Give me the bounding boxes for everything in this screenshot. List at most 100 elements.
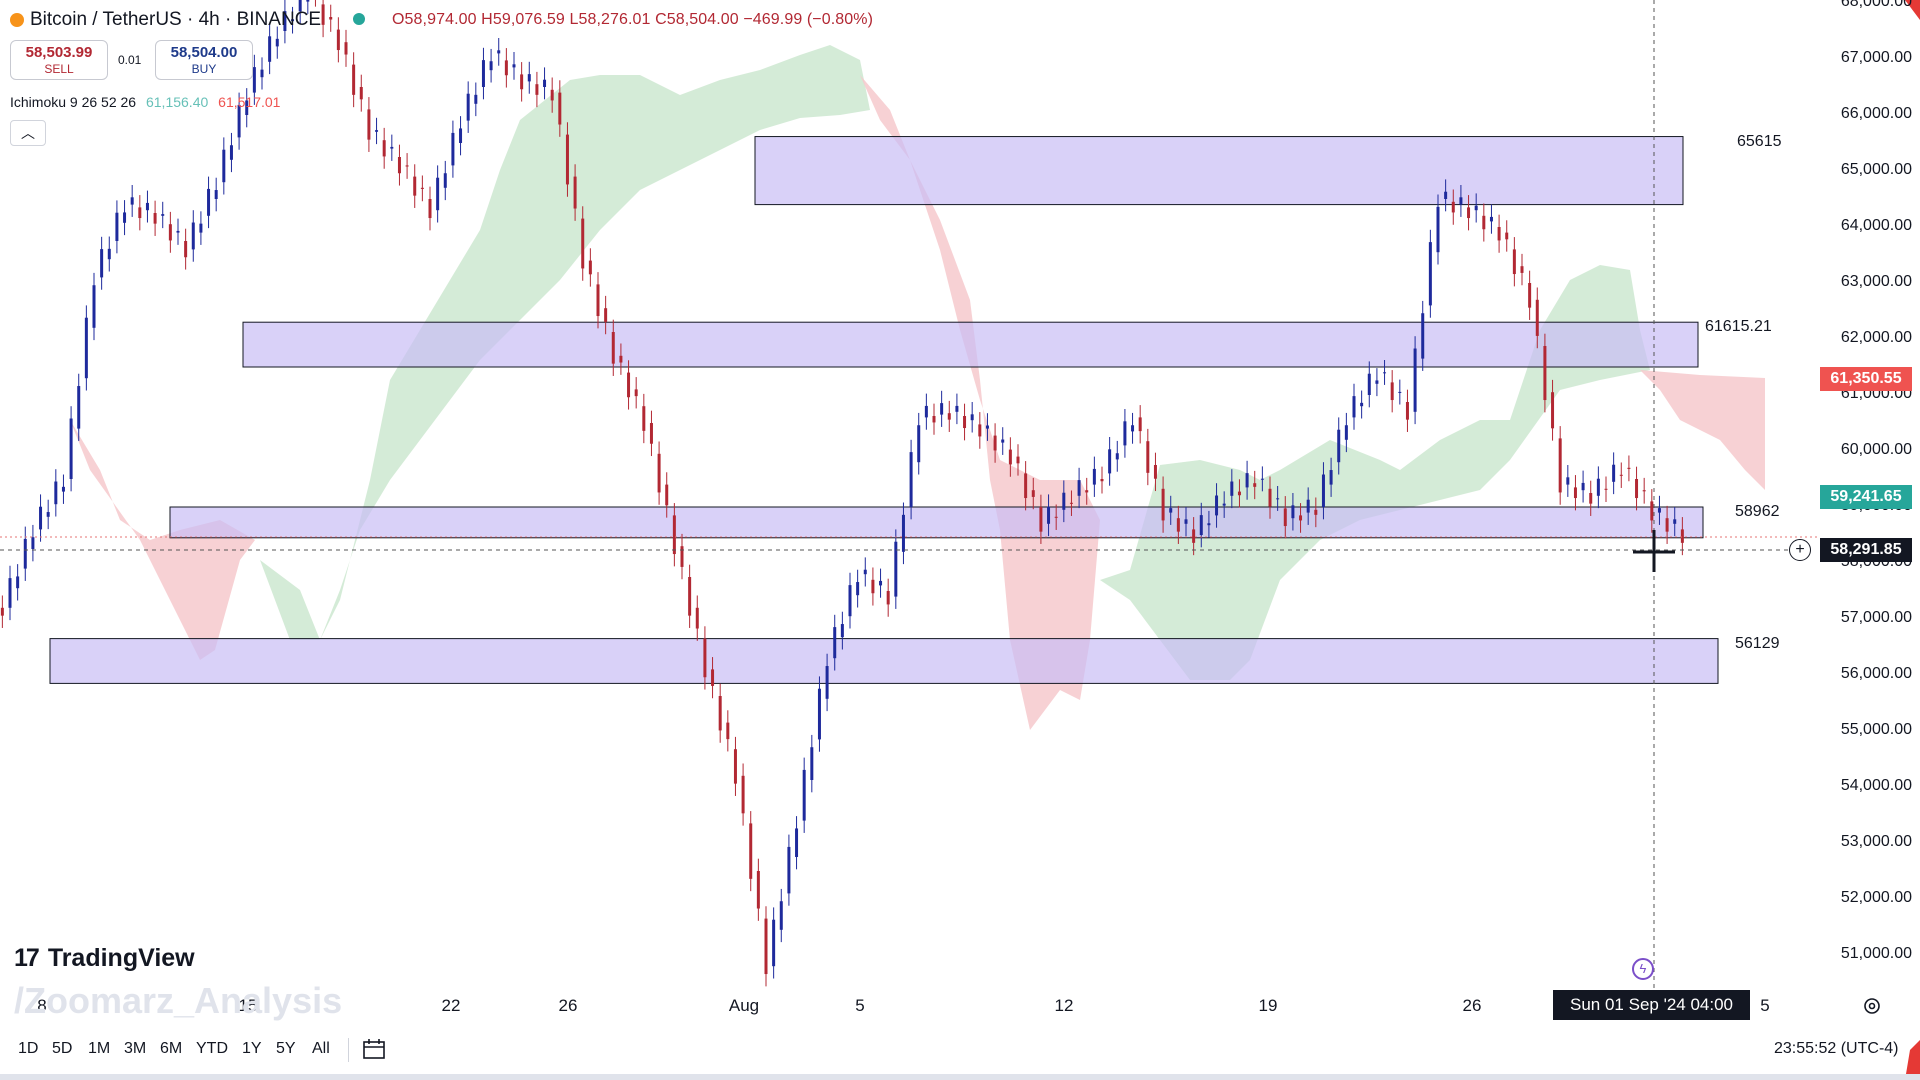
sell-button[interactable]: 58,503.99 SELL [10,40,108,80]
buy-price: 58,504.00 [170,44,238,61]
range-button-1d[interactable]: 1D [18,1040,39,1057]
add-alert-icon[interactable]: + [1789,539,1811,561]
candle-body [1367,373,1371,395]
candle-body [1551,392,1555,429]
range-button-5d[interactable]: 5D [52,1040,73,1057]
candle-body [161,214,165,216]
collapse-legend-button[interactable]: ︿ [10,120,46,146]
candle-body [77,386,81,429]
candle-body [1642,490,1646,492]
price-axis-tick: 66,000.00 [1840,105,1912,122]
candle-body [92,285,96,328]
candle-body [115,212,119,241]
candle-body [1543,346,1547,401]
zone-rect [49,638,1719,684]
zone-label: 56129 [1735,634,1780,652]
range-button-5y[interactable]: 5Y [276,1040,296,1057]
candle-body [1001,439,1005,443]
cloud-red [1640,370,1765,490]
tradingview-logo[interactable]: 17 TradingView [14,944,195,973]
support-resistance-zones [49,136,1719,684]
candle-body [375,130,379,132]
buy-button[interactable]: 58,504.00 BUY [155,40,253,80]
toolbar-separator [348,1038,349,1062]
price-axis-label: 59,241.65 [1820,485,1912,509]
range-button-1m[interactable]: 1M [88,1040,111,1057]
clock-timezone[interactable]: 23:55:52 (UTC-4) [1774,1040,1899,1057]
time-axis-tick: 5 [855,996,865,1015]
candle-body [665,484,669,506]
candle-body [145,202,149,211]
candle-body [680,546,684,567]
candle-body [581,218,585,269]
candle-body [1505,232,1509,240]
candle-body [856,582,860,596]
zone-label: 61615.21 [1705,318,1772,336]
lightning-icon[interactable]: ϟ [1632,958,1654,980]
candle-body [268,36,272,62]
candle-body [54,481,58,505]
candle-body [1192,529,1196,543]
candle-body [573,176,577,209]
candle-body [1230,481,1234,496]
candle-body [833,627,837,659]
cloud-green [1100,265,1650,680]
range-button-ytd[interactable]: YTD [196,1040,228,1057]
candle-body [1260,478,1264,480]
candle-body [61,486,65,492]
candle-body [894,541,898,597]
range-button-1y[interactable]: 1Y [242,1040,262,1057]
candle-body [382,140,386,157]
candle-body [543,79,547,87]
candle-body [695,607,699,629]
candle-body [1604,488,1608,490]
cloud-red [860,75,1100,730]
candle-body [955,405,959,412]
candle-body [1337,429,1341,463]
candle-body [1047,506,1051,524]
candle-body [1413,348,1417,412]
price-axis-tick: 51,000.00 [1840,945,1912,962]
range-button-3m[interactable]: 3M [124,1040,147,1057]
candle-body [1237,491,1241,496]
candle-body [756,871,760,909]
candle-body [1207,523,1211,526]
zone-rect [242,321,1699,368]
candle-body [1665,518,1669,532]
spread-value: 0.01 [118,53,142,67]
candle-body [1245,473,1249,488]
range-button-6m[interactable]: 6M [160,1040,183,1057]
candle-body [1321,474,1325,507]
candle-body [1306,499,1310,513]
indicator-value-1: 61,156.40 [145,94,209,110]
price-axis-tick: 54,000.00 [1840,777,1912,794]
candle-body [1489,216,1493,222]
range-button-all[interactable]: All [312,1040,330,1057]
candle-body [703,638,707,678]
indicator-legend[interactable]: Ichimoku 9 26 52 26 61,156.40 61,517.01 [10,94,280,110]
candle-body [359,87,363,100]
candle-body [199,223,203,233]
candle-body [1650,501,1654,521]
zone-rect [169,506,1704,539]
candle-body [1497,227,1501,241]
candle-body [1329,470,1333,485]
candle-body [1436,206,1440,253]
candle-body [138,207,142,219]
candle-body [619,355,623,363]
zone-label: 65615 [1737,132,1782,150]
candle-body [420,187,424,189]
candle-body [1673,519,1677,524]
candle-body [84,317,88,379]
symbol-title[interactable]: Bitcoin / TetherUS · 4h · BINANCE [10,9,321,31]
buy-label: BUY [191,62,217,76]
time-axis-tick: 26 [558,996,578,1015]
corner-accent [1905,0,1920,20]
candle-body [23,538,27,569]
candle-body [1459,197,1463,205]
settings-gear-icon[interactable] [1862,996,1882,1016]
date-range-calendar-icon[interactable] [362,1038,386,1060]
candle-body [1375,380,1379,384]
candle-body [397,157,401,174]
